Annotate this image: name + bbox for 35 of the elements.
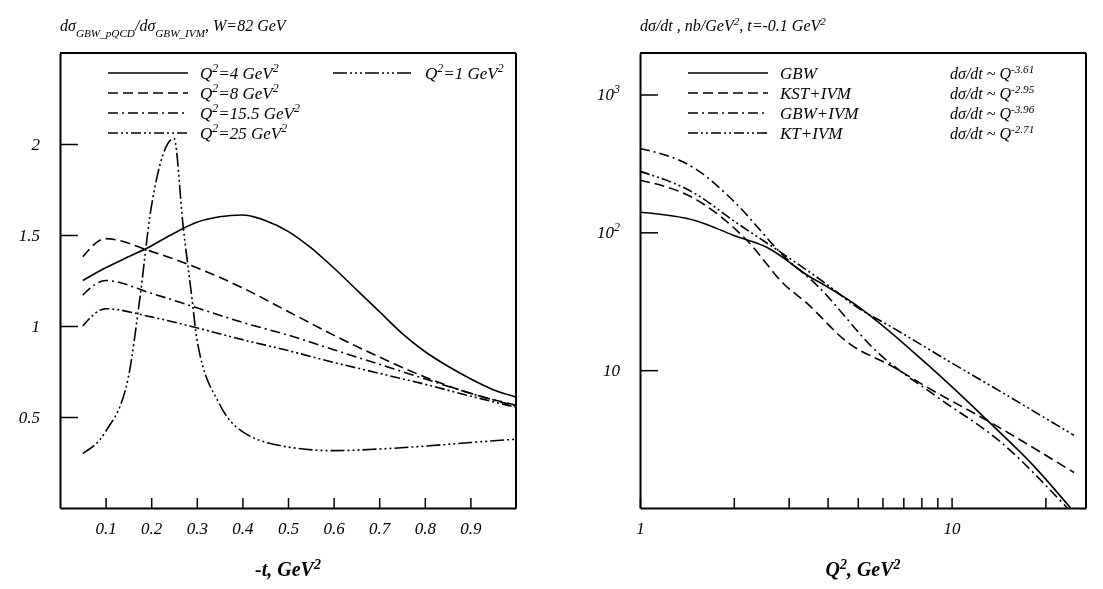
x-tick-label: 0.3 xyxy=(186,519,208,539)
legend-label: Q$^{2}$=8 GeV$^{2}$ xyxy=(200,81,279,103)
legend-label: Q$^{2}$=4 GeV$^{2}$ xyxy=(200,61,279,83)
legend-label: GBW xyxy=(780,64,819,83)
x-axis-title: -t, GeV$^{2}$ xyxy=(255,556,321,580)
x-tick-label: 0.5 xyxy=(277,519,300,539)
x-tick-label: 0.7 xyxy=(369,519,392,539)
chart-title: dσ$_{GBW_pQCD}$/dσ$_{GBW_IVM}$, W=82 GeV xyxy=(60,17,288,39)
x-tick-label: 0.6 xyxy=(323,519,346,539)
annotation: dσ/dt ~ Q$^{-3.96}$ xyxy=(950,103,1035,122)
annotation: dσ/dt ~ Q$^{-2.95}$ xyxy=(950,83,1035,102)
legend-label: Q$^{2}$=25 GeV$^{2}$ xyxy=(200,121,288,143)
x-tick-label: 10 xyxy=(943,519,962,539)
y-tick-label: 10 xyxy=(603,361,621,381)
legend-label: KST+IVM xyxy=(779,84,852,103)
x-axis-title: Q$^{2}$, GeV$^{2}$ xyxy=(825,556,901,580)
y-tick-label: 10$^{2}$ xyxy=(597,220,621,243)
y-tick-label: 1 xyxy=(31,316,40,336)
x-tick-label: 0.9 xyxy=(460,519,483,539)
y-tick-label: 1.5 xyxy=(18,225,40,245)
x-tick-label: 0.8 xyxy=(414,519,437,539)
legend-label: KT+IVM xyxy=(779,124,844,143)
annotation: dσ/dt ~ Q$^{-2.71}$ xyxy=(950,123,1035,142)
y-tick-label: 0.5 xyxy=(18,407,40,427)
chart-title: dσ/dt , nb/GeV$^{2}$, t=-0.1 GeV$^{2}$ xyxy=(640,15,827,34)
legend-label: Q$^{2}$=1 GeV$^{2}$ xyxy=(425,61,504,83)
y-tick-label: 2 xyxy=(31,134,41,154)
x-tick-label: 0.1 xyxy=(95,519,117,539)
legend-label: Q$^{2}$=15.5 GeV$^{2}$ xyxy=(200,101,300,123)
y-tick-label: 10$^{3}$ xyxy=(597,82,621,105)
x-tick-label: 0.2 xyxy=(141,519,163,539)
x-tick-label: 1 xyxy=(636,519,645,539)
legend-label: GBW+IVM xyxy=(780,104,860,123)
annotation: dσ/dt ~ Q$^{-3.61}$ xyxy=(950,63,1035,82)
x-tick-label: 0.4 xyxy=(232,519,255,539)
